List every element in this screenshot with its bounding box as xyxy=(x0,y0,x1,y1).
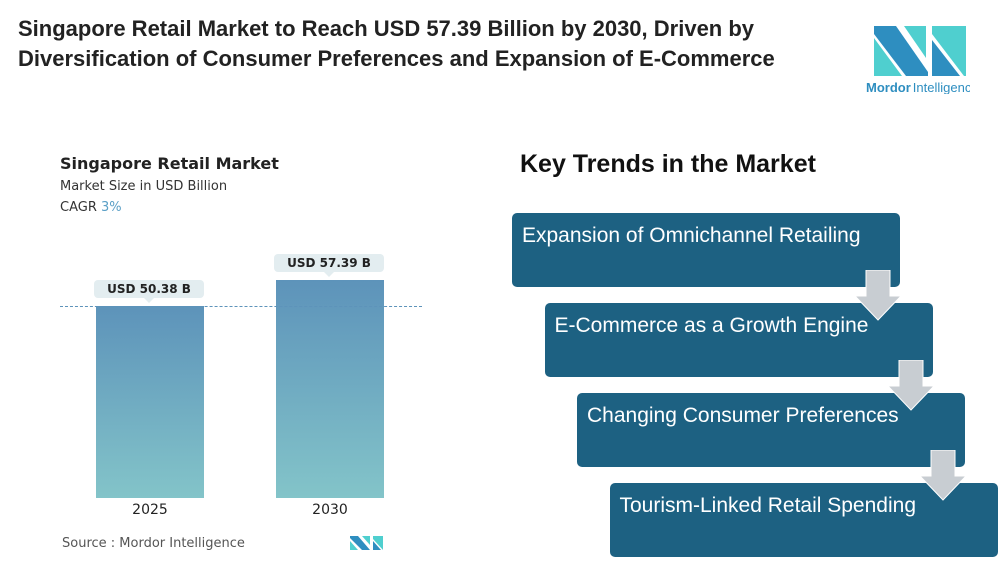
cagr-value: 3% xyxy=(101,200,122,215)
trends-heading: Key Trends in the Market xyxy=(520,150,816,178)
data-label: USD 57.39 B xyxy=(274,253,384,277)
logo-text-bold: Mordor xyxy=(866,80,911,94)
bar-2025 xyxy=(96,306,204,498)
page-title: Singapore Retail Market to Reach USD 57.… xyxy=(18,16,775,71)
x-tick-label: 2025 xyxy=(132,502,168,518)
trend-box: E-Commerce as a Growth Engine xyxy=(544,303,933,377)
down-arrow-icon xyxy=(853,270,903,321)
trend-box: Expansion of Omnichannel Retailing xyxy=(512,213,900,287)
x-tick-label: 2030 xyxy=(312,502,348,518)
cagr-label: CAGR xyxy=(60,200,97,215)
down-arrow-icon xyxy=(886,360,935,411)
bar-2030 xyxy=(276,279,384,498)
trend-box: Changing Consumer Preferences xyxy=(577,393,965,467)
logo-text-light: Intelligence xyxy=(913,80,970,94)
data-label: USD 50.38 B xyxy=(94,280,204,304)
chart-title: Singapore Retail Market xyxy=(60,154,279,173)
down-arrow-icon xyxy=(918,450,968,501)
source-note: Source : Mordor Intelligence xyxy=(62,536,245,551)
trend-box: Tourism-Linked Retail Spending xyxy=(609,483,998,557)
reference-dashed-line xyxy=(60,306,422,308)
chart-subtitle: Market Size in USD Billion xyxy=(60,179,228,194)
cagr: CAGR 3% xyxy=(60,200,122,215)
small-logo-icon xyxy=(350,536,383,550)
